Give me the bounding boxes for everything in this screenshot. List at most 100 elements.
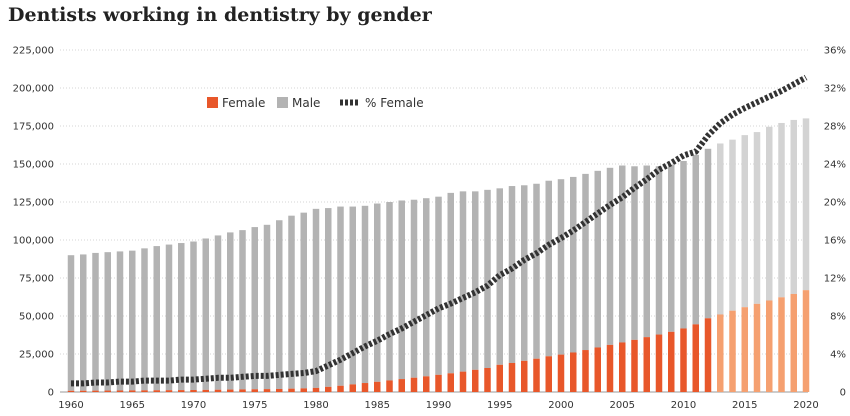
female-bar [680, 328, 687, 392]
male-bar [251, 227, 258, 390]
female-bar [447, 373, 454, 392]
female-bar [165, 390, 173, 392]
female-bar [655, 334, 663, 392]
x-tick-label: 2005 [610, 400, 635, 411]
x-tick-label: 1995 [487, 400, 512, 411]
female-bar [545, 356, 552, 392]
legend-male-label: Male [292, 96, 320, 110]
female-bar [386, 380, 393, 392]
female-bar [459, 371, 467, 392]
female-bar [178, 390, 185, 392]
female-bar [239, 389, 246, 392]
male-bar [349, 206, 356, 385]
female-bar [533, 358, 540, 392]
male-bar [472, 191, 479, 370]
female-bar [521, 360, 528, 392]
male-bar [533, 183, 540, 359]
female-bar [361, 383, 369, 392]
female-bar [766, 300, 773, 392]
male-bar [239, 230, 246, 390]
female-bar [67, 390, 75, 392]
x-tick-label: 1965 [120, 400, 145, 411]
male-bar [80, 254, 87, 391]
female-bar [80, 390, 87, 392]
female-bar [753, 303, 761, 392]
female-bar [557, 354, 565, 392]
x-tick-label: 2020 [793, 400, 818, 411]
y2-tick-label: 36% [824, 46, 846, 57]
male-bar [141, 248, 148, 391]
male-bar [766, 126, 773, 301]
x-tick-label: 1990 [426, 400, 451, 411]
female-bar [741, 307, 748, 392]
male-bar [288, 215, 295, 389]
female-bar [619, 342, 626, 392]
female-bar [508, 362, 516, 392]
female-bar [214, 389, 222, 392]
female-bar [312, 387, 320, 392]
y2-tick-label: 12% [824, 274, 846, 285]
male-bar [508, 186, 516, 363]
male-bar [619, 165, 626, 343]
male-bar [423, 198, 430, 377]
female-bar [668, 331, 675, 392]
y2-tick-label: 0 [840, 388, 846, 399]
x-tick-label: 2010 [671, 400, 696, 411]
male-bar [276, 220, 283, 389]
male-bar [263, 224, 271, 390]
male-bar [802, 118, 810, 291]
y-tick-label: 225,000 [13, 46, 54, 57]
female-bar [410, 377, 418, 392]
male-bar [704, 148, 712, 319]
y-tick-label: 25,000 [19, 350, 54, 361]
y2-tick-label: 20% [824, 198, 846, 209]
female-bar [116, 390, 124, 392]
male-bar [741, 135, 748, 308]
male-bar [729, 139, 736, 311]
x-tick-label: 2000 [548, 400, 573, 411]
male-bar [214, 235, 222, 390]
male-bar [655, 166, 663, 335]
male-bar [643, 165, 650, 338]
y-tick-label: 100,000 [13, 236, 54, 247]
female-bar [582, 350, 589, 392]
male-bar [374, 203, 381, 382]
male-bar [606, 167, 614, 345]
male-bar [545, 180, 552, 357]
male-bar [116, 251, 124, 391]
female-bar [643, 337, 650, 392]
male-bar [325, 208, 332, 387]
male-bar [386, 202, 393, 381]
percent-female-line [71, 74, 808, 387]
male-bar [337, 206, 344, 386]
male-bar [361, 205, 369, 384]
y-tick-label: 50,000 [19, 312, 54, 323]
female-bar [300, 388, 307, 392]
male-bar [104, 252, 111, 391]
female-bar [141, 390, 148, 392]
female-bar [435, 374, 442, 392]
x-tick-label: 1960 [58, 400, 83, 411]
female-bar [153, 390, 160, 392]
x-tick-label: 1985 [365, 400, 390, 411]
male-bar [153, 246, 160, 391]
y-tick-label: 150,000 [13, 160, 54, 171]
female-bar [190, 390, 197, 392]
legend-male-swatch [277, 97, 288, 108]
male-bar [312, 208, 320, 388]
male-bar [753, 132, 761, 304]
female-bar [276, 388, 283, 392]
female-bar [129, 390, 136, 392]
x-tick-label: 1970 [181, 400, 206, 411]
female-bar [594, 347, 601, 392]
y-tick-label: 125,000 [13, 198, 54, 209]
female-bar [484, 367, 491, 392]
male-bar [178, 243, 185, 391]
female-bar [325, 386, 332, 392]
female-bar [251, 389, 258, 392]
female-bar [692, 324, 699, 392]
legend-female-label: Female [222, 96, 265, 110]
female-bar [778, 297, 785, 392]
female-bar [423, 376, 430, 392]
